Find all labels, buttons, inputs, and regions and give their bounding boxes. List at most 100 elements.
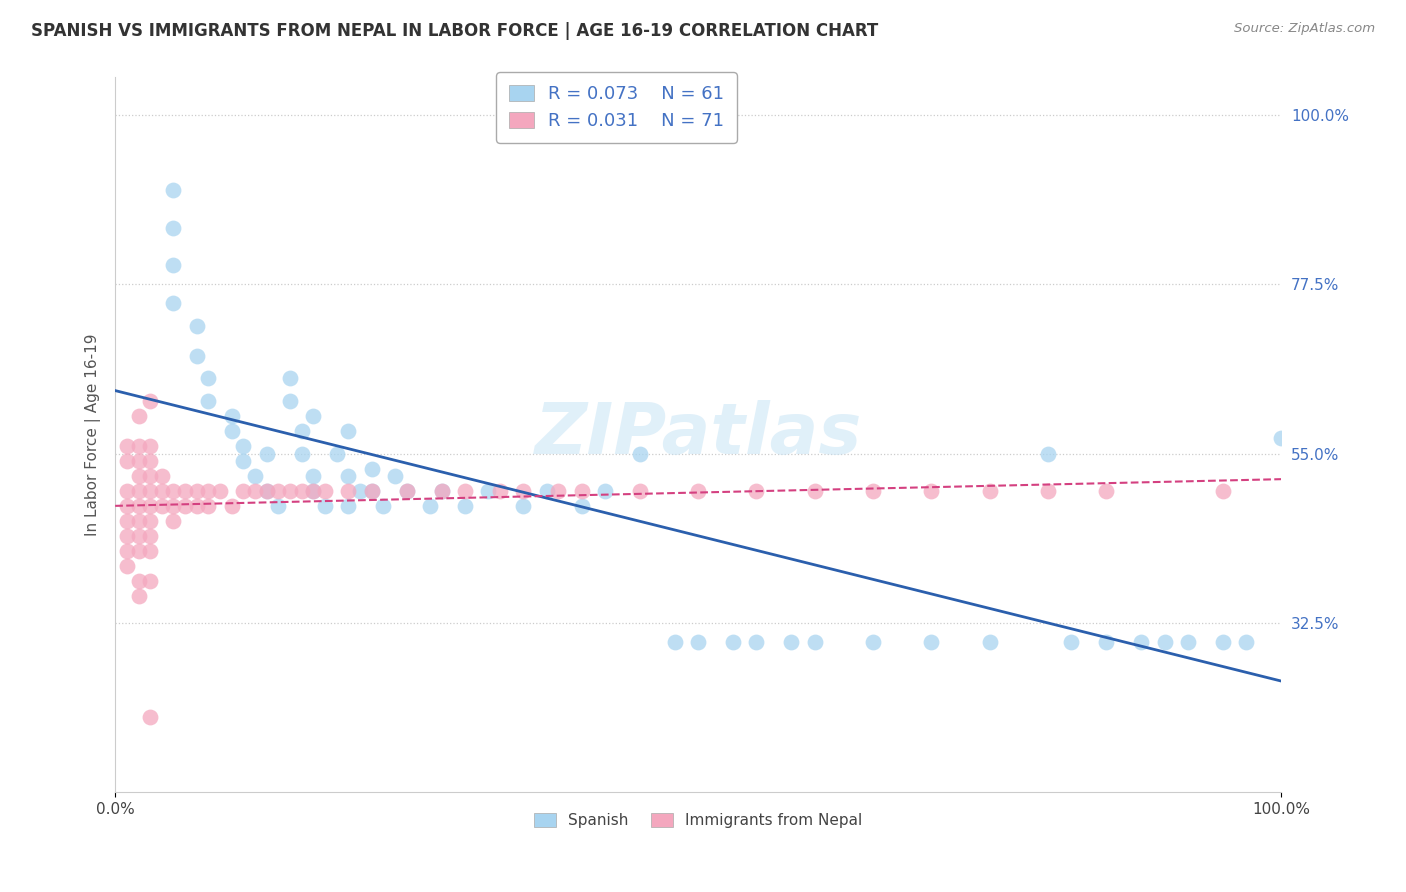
Point: [302, 469, 325, 483]
Point: [162, 484, 184, 499]
Point: [128, 590, 150, 604]
Point: [128, 529, 150, 543]
Point: [115, 439, 138, 453]
Point: [360, 484, 382, 499]
Point: [430, 484, 453, 499]
Point: [1130, 634, 1153, 648]
Point: [745, 484, 768, 499]
Point: [628, 446, 651, 460]
Point: [278, 393, 301, 408]
Point: [477, 484, 499, 499]
Point: [325, 446, 347, 460]
Point: [128, 484, 150, 499]
Point: [512, 499, 534, 513]
Point: [174, 484, 197, 499]
Point: [150, 469, 173, 483]
Point: [197, 371, 219, 385]
Point: [150, 484, 173, 499]
Point: [139, 574, 162, 589]
Point: [278, 371, 301, 385]
Point: [920, 634, 942, 648]
Point: [162, 514, 184, 528]
Point: [128, 514, 150, 528]
Text: SPANISH VS IMMIGRANTS FROM NEPAL IN LABOR FORCE | AGE 16-19 CORRELATION CHART: SPANISH VS IMMIGRANTS FROM NEPAL IN LABO…: [31, 22, 879, 40]
Point: [232, 484, 254, 499]
Point: [1270, 432, 1292, 446]
Point: [278, 484, 301, 499]
Point: [139, 484, 162, 499]
Point: [862, 634, 884, 648]
Point: [512, 484, 534, 499]
Point: [243, 469, 266, 483]
Text: Source: ZipAtlas.com: Source: ZipAtlas.com: [1234, 22, 1375, 36]
Point: [337, 469, 360, 483]
Point: [139, 454, 162, 468]
Point: [593, 484, 616, 499]
Point: [291, 484, 314, 499]
Point: [139, 514, 162, 528]
Point: [267, 499, 290, 513]
Point: [337, 424, 360, 438]
Point: [139, 393, 162, 408]
Point: [128, 469, 150, 483]
Point: [139, 469, 162, 483]
Point: [536, 484, 558, 499]
Point: [803, 484, 825, 499]
Point: [197, 484, 219, 499]
Point: [1036, 446, 1059, 460]
Point: [115, 484, 138, 499]
Point: [115, 544, 138, 558]
Point: [128, 544, 150, 558]
Point: [291, 424, 314, 438]
Point: [1153, 634, 1175, 648]
Point: [221, 409, 243, 423]
Point: [314, 484, 336, 499]
Point: [803, 634, 825, 648]
Point: [1036, 484, 1059, 499]
Point: [128, 574, 150, 589]
Point: [979, 484, 1001, 499]
Point: [360, 484, 382, 499]
Point: [150, 499, 173, 513]
Point: [664, 634, 686, 648]
Point: [302, 409, 325, 423]
Text: ZIPatlas: ZIPatlas: [534, 401, 862, 469]
Point: [162, 499, 184, 513]
Point: [232, 454, 254, 468]
Point: [128, 409, 150, 423]
Point: [1095, 634, 1118, 648]
Point: [221, 424, 243, 438]
Point: [232, 439, 254, 453]
Point: [419, 499, 441, 513]
Point: [162, 259, 184, 273]
Point: [139, 529, 162, 543]
Point: [360, 461, 382, 475]
Point: [128, 454, 150, 468]
Point: [209, 484, 232, 499]
Point: [186, 318, 208, 333]
Point: [547, 484, 569, 499]
Point: [688, 634, 710, 648]
Point: [349, 484, 371, 499]
Point: [1212, 484, 1234, 499]
Point: [115, 559, 138, 574]
Point: [186, 499, 208, 513]
Point: [115, 529, 138, 543]
Point: [395, 484, 418, 499]
Y-axis label: In Labor Force | Age 16-19: In Labor Force | Age 16-19: [86, 334, 101, 536]
Point: [920, 484, 942, 499]
Point: [256, 446, 278, 460]
Point: [314, 499, 336, 513]
Point: [243, 484, 266, 499]
Point: [186, 349, 208, 363]
Point: [373, 499, 395, 513]
Point: [139, 710, 162, 724]
Point: [162, 296, 184, 310]
Point: [186, 484, 208, 499]
Point: [291, 446, 314, 460]
Point: [1095, 484, 1118, 499]
Point: [430, 484, 453, 499]
Point: [571, 499, 593, 513]
Point: [571, 484, 593, 499]
Point: [128, 499, 150, 513]
